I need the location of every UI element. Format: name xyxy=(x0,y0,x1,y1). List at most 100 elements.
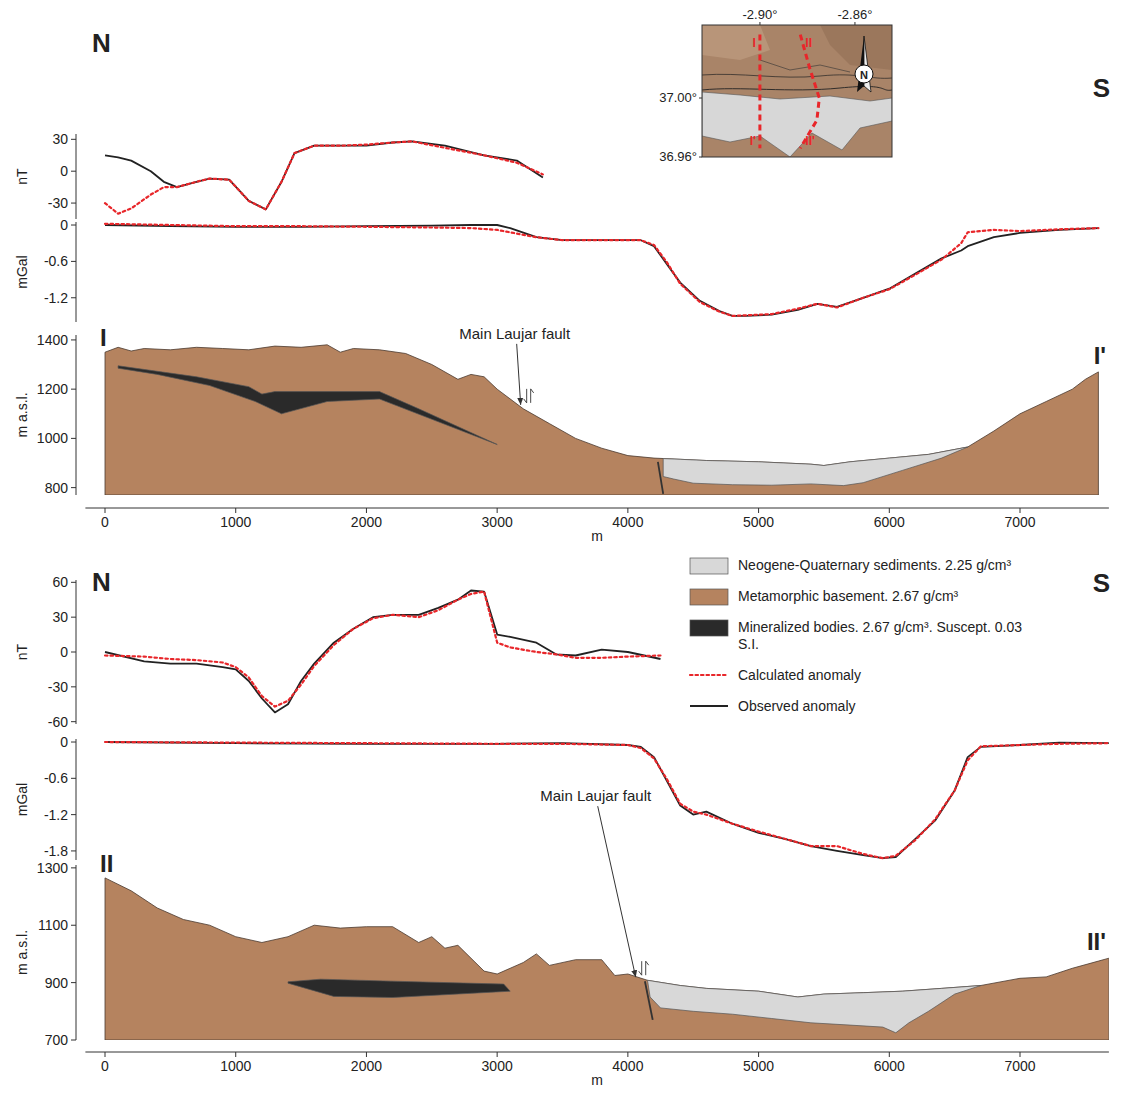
y-tick xyxy=(71,925,76,926)
legend-swatch xyxy=(690,620,728,636)
profile-trace xyxy=(758,35,761,149)
anomaly-line xyxy=(105,225,1098,316)
legend: Neogene-Quaternary sediments. 2.25 g/cm³… xyxy=(690,557,1022,714)
legend-swatch xyxy=(690,558,728,574)
y-tick xyxy=(71,1040,76,1041)
map-profile-label: I' xyxy=(750,134,756,148)
legend-swatch xyxy=(690,589,728,605)
y-axis-title: nT xyxy=(14,643,30,660)
legend-line: Calculated anomaly xyxy=(738,667,861,683)
y-axis xyxy=(76,739,77,860)
y-tick xyxy=(71,203,76,204)
x-tick-label: 3000 xyxy=(482,1058,513,1074)
legend-line: Mineralized bodies. 2.67 g/cm³. Suscept.… xyxy=(738,619,1022,635)
y-tick xyxy=(71,778,76,779)
slip-symbol xyxy=(639,961,642,975)
y-tick-label: 1400 xyxy=(37,332,68,348)
map-profile-label: I xyxy=(753,36,756,50)
x-tick xyxy=(1020,1052,1021,1057)
anomaly-line xyxy=(105,591,661,713)
x-tick-label: 2000 xyxy=(351,514,382,530)
y-tick-label: 30 xyxy=(52,609,68,625)
y-tick-label: -1.2 xyxy=(44,290,68,306)
anomaly-line xyxy=(105,141,543,209)
x-tick-label: 1000 xyxy=(220,514,251,530)
y-tick xyxy=(71,617,76,618)
y-tick-label: 700 xyxy=(45,1032,69,1048)
map-tick xyxy=(699,157,702,158)
y-tick xyxy=(71,686,76,687)
direction-label: N xyxy=(92,28,111,58)
map-fault xyxy=(760,60,850,72)
map-relief xyxy=(702,25,892,157)
x-tick xyxy=(235,1052,236,1057)
x-axis-title: m xyxy=(591,1072,603,1088)
y-tick xyxy=(71,850,76,851)
anomaly-line xyxy=(105,224,1098,316)
legend-label: Neogene-Quaternary sediments. 2.25 g/cm³ xyxy=(738,557,1011,573)
direction-label: S xyxy=(1093,73,1110,103)
figure: II'IIII'-2.90°-2.86°37.00°36.96°N300-30n… xyxy=(0,0,1121,1099)
x-tick-label: 2000 xyxy=(351,1058,382,1074)
anomaly-line xyxy=(105,592,661,707)
x-tick xyxy=(1020,508,1021,513)
y-tick xyxy=(71,139,76,140)
y-tick-label: -30 xyxy=(48,195,68,211)
y-tick-label: 0 xyxy=(60,734,68,750)
y-axis xyxy=(76,222,77,322)
x-tick xyxy=(105,1052,106,1057)
profile-label: II xyxy=(100,850,113,877)
y-tick xyxy=(71,297,76,298)
y-tick xyxy=(71,982,76,983)
x-tick xyxy=(627,1052,628,1057)
y-tick-label: 0 xyxy=(60,163,68,179)
x-tick xyxy=(366,508,367,513)
y-tick xyxy=(71,867,76,868)
basement-unit xyxy=(105,345,1098,495)
anomaly-line xyxy=(105,141,543,213)
y-tick-label: 800 xyxy=(45,480,69,496)
y-tick-label: 0 xyxy=(60,217,68,233)
x-tick xyxy=(758,1052,759,1057)
profile-trace xyxy=(800,35,819,149)
x-tick-label: 4000 xyxy=(612,1058,643,1074)
map-tick xyxy=(854,22,855,25)
y-tick-label: 1000 xyxy=(37,430,68,446)
y-axis-title: mGal xyxy=(14,255,30,288)
map-valley xyxy=(702,92,892,157)
y-tick xyxy=(71,487,76,488)
x-tick-label: 4000 xyxy=(612,514,643,530)
plot-area xyxy=(105,591,661,713)
y-axis xyxy=(76,134,77,219)
slip-symbol xyxy=(646,961,649,975)
y-tick-label: -1.8 xyxy=(44,843,68,859)
y-tick-label: -1.2 xyxy=(44,807,68,823)
fault xyxy=(658,462,663,494)
x-tick xyxy=(627,508,628,513)
y-tick xyxy=(71,261,76,262)
map-profile-label: II xyxy=(805,36,812,50)
geologic-unit xyxy=(288,979,510,997)
legend-label: Mineralized bodies. 2.67 g/cm³. Suscept.… xyxy=(738,619,1022,652)
x-tick xyxy=(497,508,498,513)
map-relief xyxy=(820,25,892,70)
y-tick-label: 0 xyxy=(60,644,68,660)
x-tick-label: 3000 xyxy=(482,514,513,530)
y-tick xyxy=(71,438,76,439)
x-tick xyxy=(889,508,890,513)
y-tick xyxy=(71,652,76,653)
map-tick-label: 37.00° xyxy=(659,90,697,105)
map-fault xyxy=(702,86,892,90)
geologic-unit xyxy=(663,447,968,486)
plot-area xyxy=(105,742,1109,858)
fault-arrow xyxy=(598,806,636,977)
map-tick xyxy=(699,98,702,99)
y-tick-label: 30 xyxy=(52,131,68,147)
direction-label: S xyxy=(1093,568,1110,598)
direction-label: N xyxy=(92,567,111,597)
y-tick-label: -0.6 xyxy=(44,770,68,786)
y-tick-label: -30 xyxy=(48,679,68,695)
y-axis-title: m a.s.l. xyxy=(14,930,30,975)
profile-label: II' xyxy=(1087,928,1106,955)
y-tick xyxy=(71,721,76,722)
